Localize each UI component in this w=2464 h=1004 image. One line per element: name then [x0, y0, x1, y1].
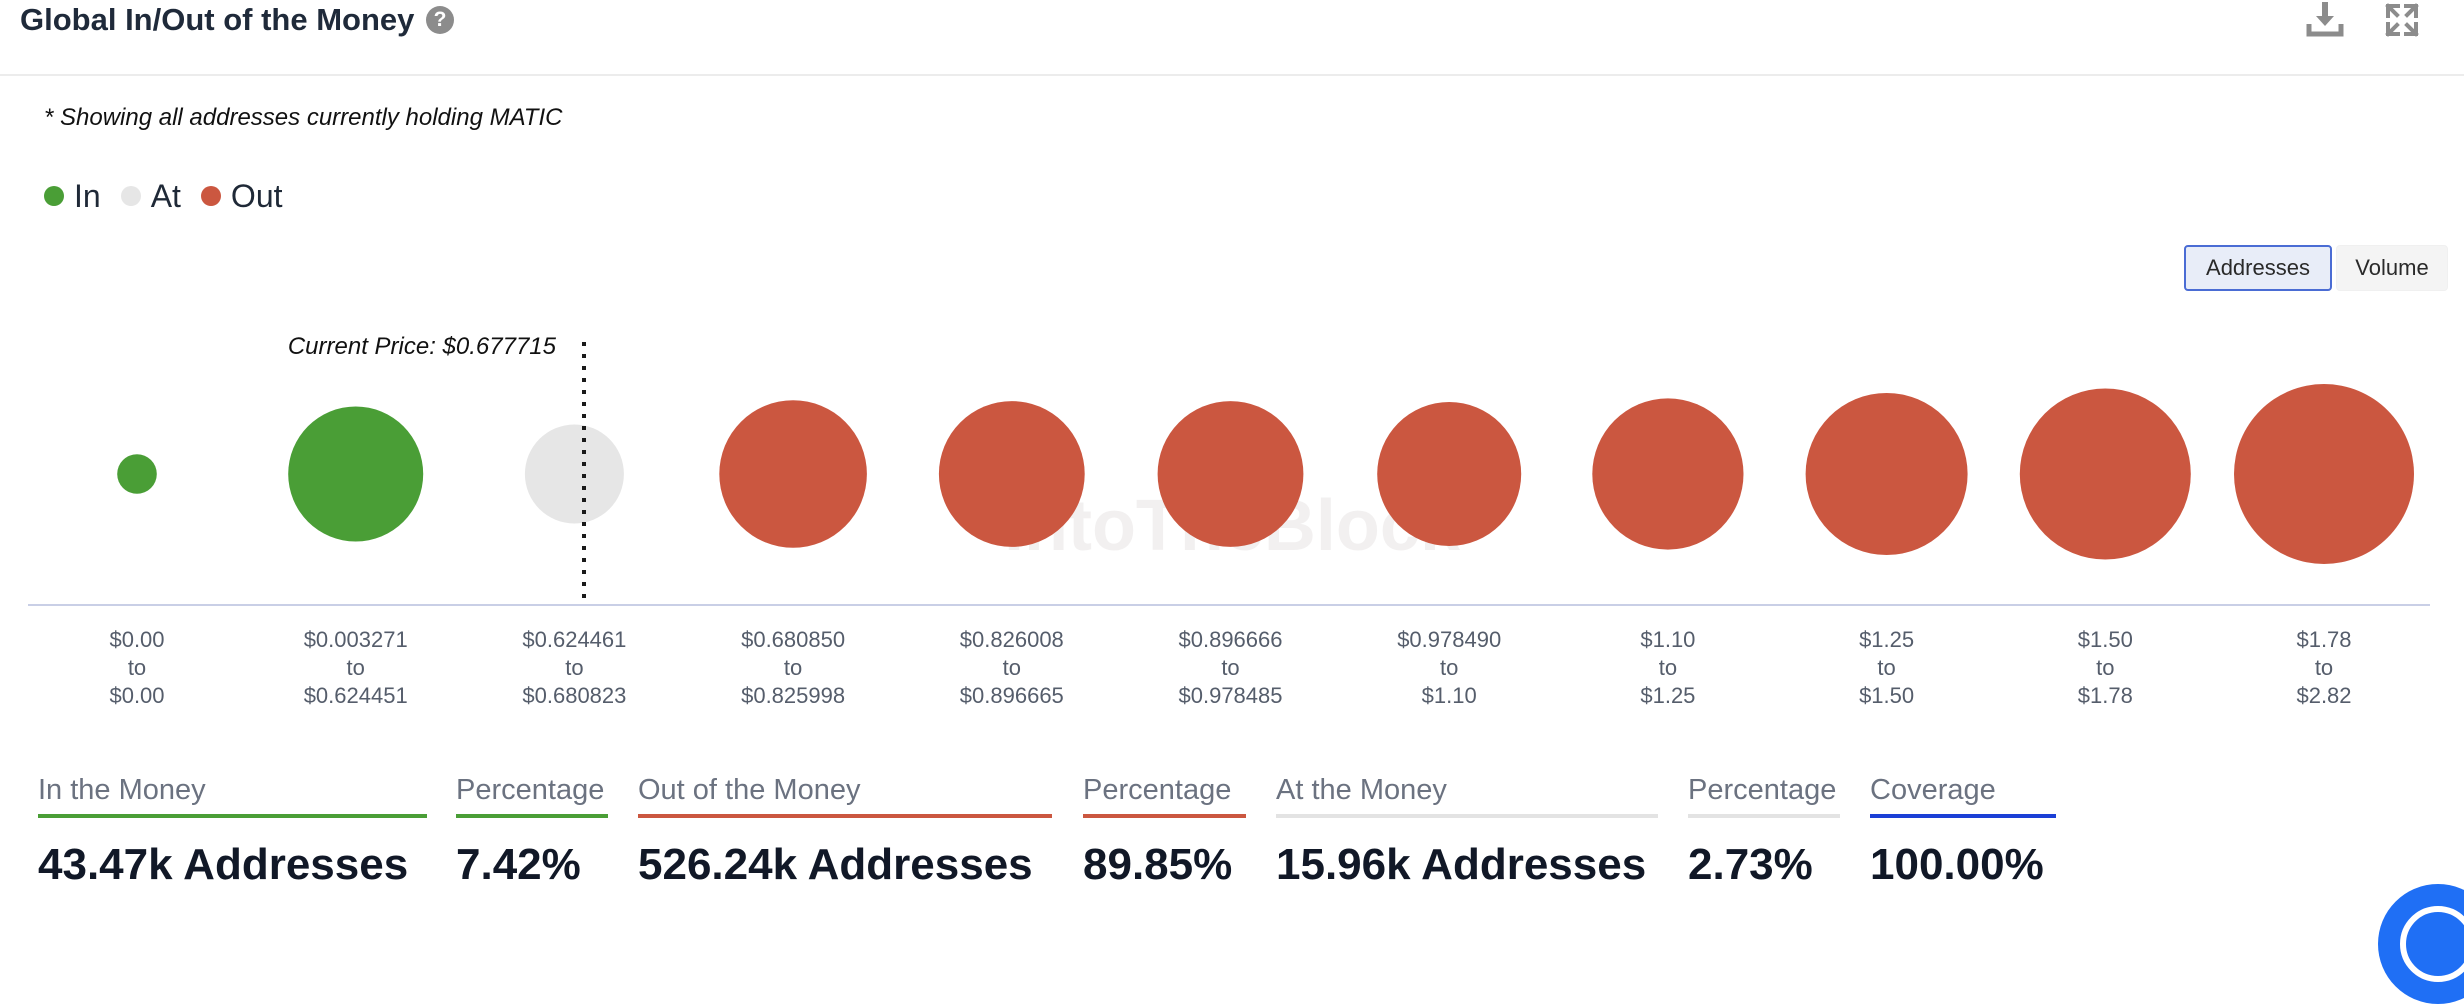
tick-label-10-from: $1.50: [2078, 627, 2133, 652]
bubble-7: [1377, 402, 1522, 546]
current-price-label: Current Price: $0.677715: [288, 333, 557, 360]
stat-in-the-money-label: In the Money: [38, 774, 206, 806]
stat-at-the-money-bar: [1276, 814, 1658, 818]
stat-at-percentage-label: Percentage: [1688, 774, 1837, 806]
legend-in-dot: [44, 186, 64, 206]
tick-label-9-to-word: to: [1877, 655, 1895, 680]
tick-label-1-from: $0.00: [109, 627, 164, 652]
tick-label-4-from: $0.680850: [741, 627, 845, 652]
tick-label-11-from: $1.78: [2296, 627, 2351, 652]
bubble-9: [1805, 393, 1968, 555]
bubble-6: [1157, 401, 1304, 547]
legend-in-label: In: [74, 177, 101, 214]
stat-in-the-money-bar: [38, 814, 427, 818]
tick-label-5-from: $0.826008: [960, 627, 1064, 652]
tick-label-4-to: $0.825998: [741, 683, 845, 708]
tick-label-5-to: $0.896665: [960, 683, 1064, 708]
stat-in-the-money: In the Money 43.47k Addresses: [38, 770, 427, 890]
tick-label-2-to-word: to: [347, 655, 365, 680]
stat-at-percentage: Percentage 2.73%: [1688, 770, 1840, 890]
stat-at-percentage-bar: [1688, 814, 1840, 818]
tick-label-6-to: $0.978485: [1179, 683, 1283, 708]
stat-out-percentage-label: Percentage: [1083, 774, 1232, 806]
stat-in-percentage-label: Percentage: [456, 774, 605, 806]
tick-label-11-to: $2.82: [2296, 683, 2351, 708]
bubble-2: [288, 406, 424, 542]
tick-label-10-to-word: to: [2096, 655, 2114, 680]
subtitle-note: * Showing all addresses currently holdin…: [44, 104, 563, 131]
tick-label-9-from: $1.25: [1859, 627, 1914, 652]
tick-label-9-to: $1.50: [1859, 683, 1914, 708]
stat-out-percentage-value: 89.85%: [1083, 840, 1233, 889]
legend-item-in[interactable]: In: [44, 178, 101, 215]
tick-label-7-from: $0.978490: [1397, 627, 1501, 652]
stat-coverage-value: 100.00%: [1870, 840, 2044, 889]
legend-item-out[interactable]: Out: [200, 177, 283, 215]
bubble-10: [2019, 388, 2191, 560]
tick-label-6-to-word: to: [1221, 655, 1239, 680]
stat-at-the-money-label: At the Money: [1276, 774, 1447, 806]
tick-label-4-to-word: to: [784, 655, 802, 680]
legend-at-dot: [120, 186, 141, 206]
stat-at-the-money-value: 15.96k Addresses: [1276, 840, 1647, 889]
stat-out-percentage: Percentage 89.85%: [1083, 770, 1246, 890]
legend-at-label: At: [150, 177, 181, 214]
stat-at-percentage-value: 2.73%: [1688, 840, 1813, 889]
tick-label-3-from: $0.624461: [522, 627, 626, 652]
tick-label-7-to-word: to: [1440, 655, 1458, 680]
tick-label-3-to-word: to: [565, 655, 583, 680]
bubble-5: [938, 401, 1085, 547]
tick-label-1-to-word: to: [128, 655, 146, 680]
tick-label-5-to-word: to: [1003, 655, 1021, 680]
tick-label-10-to: $1.78: [2078, 683, 2133, 708]
tick-label-11-to-word: to: [2315, 655, 2333, 680]
legend-item-at[interactable]: At: [120, 177, 181, 215]
bubble-chart: IntoTheBlock$0.00to$0.00$0.003271to$0.62…: [28, 333, 2430, 708]
tick-label-2-to: $0.624451: [304, 683, 408, 708]
legend-out-label: Out: [230, 177, 283, 214]
tick-label-8-to-word: to: [1659, 655, 1677, 680]
addresses-toggle-button[interactable]: Addresses: [2184, 245, 2332, 291]
expand-icon[interactable]: [2382, 0, 2422, 40]
legend-out-dot: [200, 186, 221, 206]
tick-label-8-to: $1.25: [1640, 683, 1695, 708]
stat-out-of-the-money-bar: [638, 814, 1052, 818]
question-icon[interactable]: ?: [426, 6, 454, 34]
bubble-4: [719, 400, 867, 548]
chart-legend: In At Out: [44, 176, 303, 216]
stat-in-percentage-value: 7.42%: [456, 840, 581, 889]
stat-out-of-the-money-value: 526.24k Addresses: [638, 840, 1033, 889]
bubble-11: [2234, 384, 2414, 564]
stat-coverage-bar: [1870, 814, 2056, 818]
tick-label-3-to: $0.680823: [522, 683, 626, 708]
stat-in-the-money-value: 43.47k Addresses: [38, 840, 409, 889]
stat-out-percentage-bar: [1083, 814, 1246, 818]
bubble-8: [1592, 398, 1744, 550]
stat-coverage-label: Coverage: [1870, 774, 1996, 806]
download-icon[interactable]: [2305, 0, 2345, 40]
stat-out-of-the-money: Out of the Money 526.24k Addresses: [638, 770, 1052, 890]
page-title: Global In/Out of the Money: [20, 2, 415, 37]
volume-toggle-button[interactable]: Volume: [2336, 245, 2448, 291]
bubble-1: [117, 454, 157, 494]
tick-label-7-to: $1.10: [1422, 683, 1477, 708]
chart-header: Global In/Out of the Money ?: [0, 0, 2464, 76]
stat-at-the-money: At the Money 15.96k Addresses: [1276, 770, 1658, 890]
tick-label-1-to: $0.00: [109, 683, 164, 708]
tick-label-6-from: $0.896666: [1179, 627, 1283, 652]
bubble-3: [524, 424, 624, 524]
stat-out-of-the-money-label: Out of the Money: [638, 774, 861, 806]
tick-label-2-from: $0.003271: [304, 627, 408, 652]
stat-in-percentage-bar: [456, 814, 608, 818]
stat-coverage: Coverage 100.00%: [1870, 770, 2056, 890]
tick-label-8-from: $1.10: [1640, 627, 1695, 652]
stat-in-percentage: Percentage 7.42%: [456, 770, 608, 890]
